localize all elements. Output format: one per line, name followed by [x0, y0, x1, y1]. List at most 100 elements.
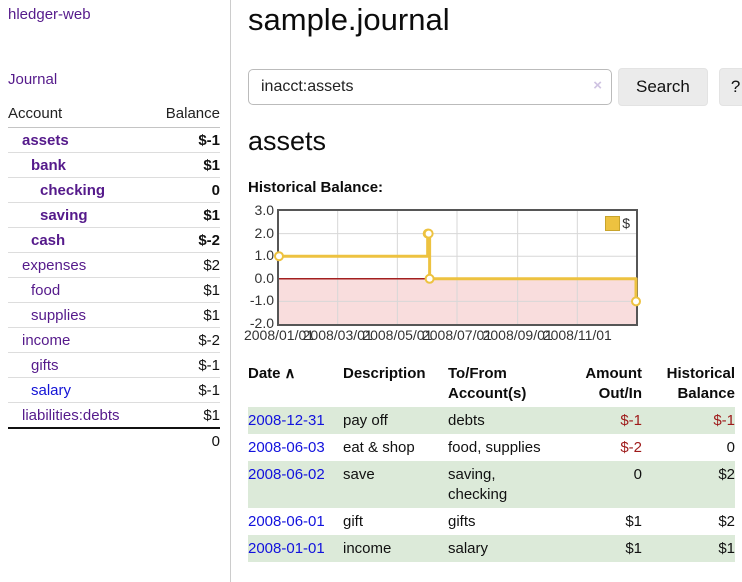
transaction-date-link[interactable]: 2008-06-02 — [248, 466, 325, 483]
transaction-balance: $2 — [718, 513, 735, 530]
help-button[interactable]: ? — [718, 68, 742, 106]
accounts-header-balance: Balance — [150, 102, 220, 128]
transaction-balance: $-1 — [642, 407, 735, 434]
transaction-description: income — [343, 535, 448, 562]
account-link-supplies[interactable]: supplies — [31, 307, 87, 324]
account-balance: $-2 — [150, 227, 220, 253]
page-title: sample.journal — [248, 2, 450, 37]
x-axis-tick-label: 2008/05/01 — [362, 327, 433, 343]
account-balance: $1 — [150, 402, 220, 429]
chart-section-label: Historical Balance: — [248, 179, 384, 196]
transaction-accounts: debts — [448, 407, 572, 434]
search-bar: × Search ? — [248, 68, 742, 106]
transaction-amount: $1 — [625, 513, 642, 530]
account-row: expenses $2 — [8, 252, 220, 278]
transaction-description: pay off — [343, 407, 448, 434]
account-row: checking 0 — [8, 177, 220, 203]
legend-label: $ — [622, 215, 630, 231]
account-balance: 0 — [150, 177, 220, 203]
transaction-accounts: gifts — [448, 513, 476, 530]
account-balance: $1 — [150, 152, 220, 178]
sidebar: hledger-web Journal Account Balance asse… — [0, 0, 231, 582]
x-axis-tick-label: 2008/01/01 — [243, 327, 315, 343]
account-link-gifts[interactable]: gifts — [31, 357, 59, 374]
y-axis-tick-label: -1.0 — [249, 292, 274, 309]
transaction-date-link[interactable]: 2008-01-01 — [248, 540, 325, 557]
y-axis-tick-label: 0.0 — [254, 269, 274, 286]
transaction-balance: 0 — [726, 439, 735, 456]
account-link-expenses[interactable]: expenses — [22, 257, 87, 274]
account-balance: $1 — [150, 277, 220, 303]
account-link-cash[interactable]: cash — [31, 232, 66, 249]
account-row: cash $-2 — [8, 227, 220, 253]
account-balance: $1 — [150, 302, 220, 328]
app-brand-link[interactable]: hledger-web — [8, 6, 91, 23]
account-link-checking[interactable]: checking — [40, 182, 106, 199]
search-button[interactable]: Search — [618, 68, 708, 106]
register-row: 2008-06-03 eat & shop food, supplies $-2… — [248, 434, 735, 461]
transaction-amount: $1 — [572, 535, 642, 562]
transaction-description: save — [343, 461, 448, 508]
account-balance: $1 — [150, 202, 220, 228]
account-row: food $1 — [8, 277, 220, 303]
account-row: liabilities:debts $1 — [8, 402, 220, 429]
register-table: Date ∧ Description To/From Account(s) Amou… — [248, 361, 735, 562]
register-row: 2008-12-31 pay off debts $-1 $-1 — [248, 407, 735, 434]
transaction-date-link[interactable]: 2008-06-01 — [248, 513, 325, 530]
clear-search-icon[interactable]: × — [593, 77, 602, 94]
account-link-bank[interactable]: bank — [31, 157, 67, 174]
transaction-amount: $-1 — [572, 407, 642, 434]
transaction-date-link[interactable]: 2008-12-31 — [248, 412, 325, 429]
register-header-date[interactable]: Date ∧ — [248, 365, 296, 382]
account-link-assets[interactable]: assets — [22, 132, 69, 149]
transaction-amount: 0 — [572, 461, 642, 508]
chart-canvas — [274, 211, 641, 324]
account-row: bank $1 — [8, 152, 220, 178]
account-row: income $-2 — [8, 327, 220, 353]
transaction-date-link[interactable]: 2008-06-03 — [248, 439, 325, 456]
transaction-description: eat & shop — [343, 439, 415, 456]
x-axis-tick-label: 2008/11/01 — [542, 327, 612, 343]
register-header-tofrom: To/From Account(s) — [448, 365, 527, 402]
account-link-liabilities-debts[interactable]: liabilities:debts — [22, 407, 120, 424]
chart-plot-area: $ — [274, 209, 641, 326]
account-heading: assets — [248, 126, 327, 156]
accounts-header-account: Account — [8, 102, 151, 128]
account-row: gifts $-1 — [8, 352, 220, 378]
register-header-amount: Amount Out/In — [585, 365, 642, 402]
account-balance: $-1 — [150, 352, 220, 378]
legend-swatch-icon — [605, 215, 621, 231]
account-balance: $-1 — [150, 127, 220, 153]
account-link-salary[interactable]: salary — [31, 382, 72, 399]
chart-legend: $ — [603, 214, 632, 232]
y-axis-tick-label: 1.0 — [254, 247, 274, 264]
main-content: sample.journal × Search ? assets Histori… — [244, 0, 742, 582]
historical-balance-chart: $ 3.0 2.0 1.0 0.0 -1.0 -2.0 2008/01/01 2008/03… — [244, 200, 678, 346]
account-link-food[interactable]: food — [31, 282, 61, 299]
account-link-saving[interactable]: saving — [40, 207, 88, 224]
transaction-balance: $2 — [642, 461, 735, 508]
transaction-accounts: food, supplies — [448, 439, 541, 456]
account-balance: $-2 — [150, 327, 220, 353]
transaction-description: gift — [343, 513, 364, 530]
accounts-total-row: 0 — [8, 427, 220, 453]
account-row: supplies $1 — [8, 302, 220, 328]
register-header-description: Description — [343, 365, 426, 382]
transaction-amount: $-2 — [620, 439, 642, 456]
sort-ascending-icon: ∧ — [284, 365, 296, 382]
sidebar-item-journal[interactable]: Journal — [8, 71, 58, 88]
transaction-accounts: saving, checking — [448, 461, 572, 508]
x-axis-tick-label: 2008/07/01 — [421, 327, 493, 343]
account-link-income[interactable]: income — [22, 332, 71, 349]
register-row: 2008-06-02 save saving, checking 0 $2 — [248, 461, 735, 508]
y-axis-tick-label: 2.0 — [254, 224, 274, 241]
account-row: saving $1 — [8, 202, 220, 228]
transaction-accounts: salary — [448, 535, 572, 562]
x-axis-tick-label: 2008/03/01 — [302, 327, 373, 343]
accounts-table: Account Balance assets $-1 bank $1 check… — [8, 102, 220, 453]
account-balance: $2 — [150, 252, 220, 278]
account-row: assets $-1 — [8, 127, 220, 153]
account-balance: $-1 — [150, 377, 220, 403]
x-axis-tick-label: 2008/09/01 — [482, 327, 553, 343]
search-input[interactable] — [248, 69, 612, 105]
